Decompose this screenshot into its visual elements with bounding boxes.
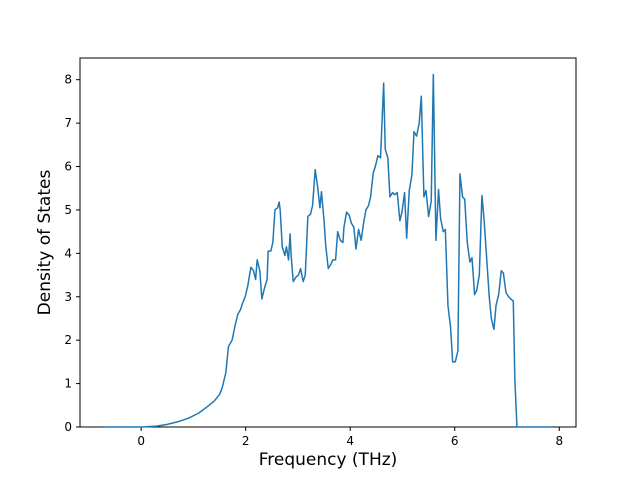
y-tick-label: 7	[64, 116, 72, 130]
y-tick-label: 4	[64, 246, 72, 260]
x-tick-label: 4	[346, 434, 354, 448]
x-tick-label: 2	[242, 434, 250, 448]
line	[103, 73, 553, 428]
y-tick-label: 6	[64, 160, 72, 174]
x-axis-label: Frequency (THz)	[259, 450, 398, 470]
y-tick-label: 8	[64, 73, 72, 87]
y-tick-label: 5	[64, 203, 72, 217]
x-tick-label: 8	[555, 434, 563, 448]
y-tick-label: 3	[64, 290, 72, 304]
x-tick-label: 0	[137, 434, 145, 448]
y-tick-label: 2	[64, 333, 72, 347]
y-axis-label: Density of States	[35, 170, 55, 316]
y-tick-label: 1	[64, 377, 72, 391]
plot-frame	[79, 57, 577, 428]
y-tick-label: 0	[64, 420, 72, 434]
x-tick-label: 6	[451, 434, 459, 448]
